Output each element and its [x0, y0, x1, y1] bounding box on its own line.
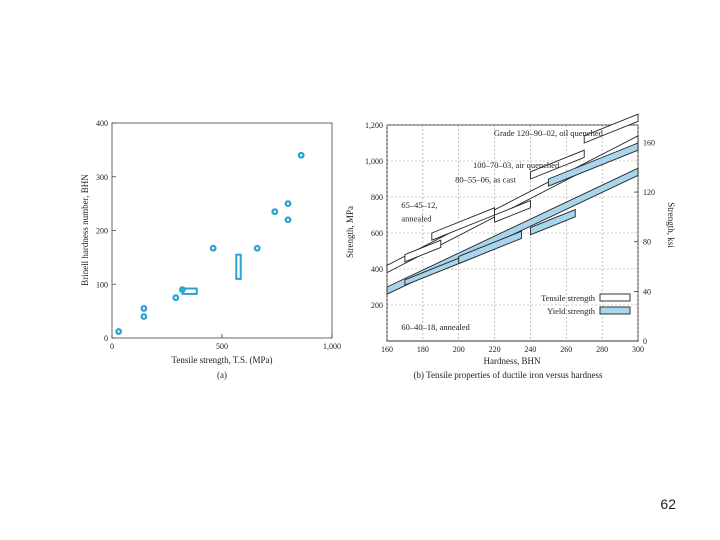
chart-b-y-tick-label: 1,000	[365, 157, 383, 166]
chart-b-y-tick-label: 600	[371, 229, 383, 238]
chart-a-x-tick-label: 500	[216, 342, 228, 351]
chart-b-legend-label: Yield strength	[547, 306, 596, 316]
chart-a-y-tick-label: 300	[96, 173, 108, 182]
chart-a-y-tick-label: 100	[96, 280, 108, 289]
chart-a-point-center	[142, 315, 146, 318]
chart-a-x-tick-label: 1,000	[323, 342, 341, 351]
chart-a-point-center	[286, 218, 290, 221]
chart-b-legend-label: Tensile strength	[541, 293, 596, 303]
chart-a-point-center	[300, 154, 303, 157]
chart-a-point-center	[142, 307, 146, 310]
chart-b-x-tick-label: 280	[596, 345, 608, 354]
chart-a-point-center	[286, 202, 290, 205]
chart-a: 0 100 200 300 400 0 500 1,000 Brinell hardness …	[80, 119, 341, 380]
chart-b-grade-box	[547, 142, 639, 187]
chart-b-y2-label: Strength, ksi	[666, 202, 676, 248]
chart-a-x-tick-label: 0	[110, 342, 114, 351]
chart-a-y-label: Brinell hardness number, BHN	[80, 174, 90, 286]
chart-b-title: (b) Tensile properties of ductile iron v…	[414, 370, 603, 380]
chart-b-annotation: 100–70–03, air quenched	[473, 160, 560, 170]
chart-b-y2-tick-label: 160	[643, 138, 655, 147]
chart-b-y2-tick-label: 0	[643, 337, 647, 346]
chart-b-y-tick-label: 200	[371, 301, 383, 310]
chart-a-caption: (a)	[217, 370, 227, 380]
chart-b-x-tick-label: 240	[524, 345, 536, 354]
chart-b-y-tick-label: 400	[371, 265, 383, 274]
chart-b-x-tick-label: 160	[381, 345, 393, 354]
chart-b-grade-box	[431, 207, 496, 241]
chart-a-point-center	[174, 296, 177, 299]
chart-b-x-tick-label: 260	[560, 345, 572, 354]
chart-b-annotation: 80–55–06, as cast	[455, 175, 516, 185]
chart-b-annotation: 65–45–12,	[401, 200, 437, 210]
chart-b-y2-tick-label: 120	[643, 188, 655, 197]
chart-a-point-center	[117, 330, 120, 333]
chart-b-y2-tick-label: 80	[643, 238, 651, 247]
chart-b-x-tick-label: 200	[453, 345, 465, 354]
chart-b-annotation: annealed	[401, 213, 432, 223]
chart-b-annotation: 60–40–18, annealed	[401, 322, 470, 332]
chart-b-x-tick-label: 220	[489, 345, 501, 354]
chart-b-legend-swatch	[599, 293, 631, 302]
chart-b-y-label: Strength, MPa	[345, 206, 355, 258]
chart-b-y-tick-label: 800	[371, 193, 383, 202]
chart-a-range-box	[235, 253, 242, 280]
chart-a-x-label: Tensile strength, T.S. (MPa)	[171, 355, 272, 365]
chart-b-y-tick-label: 1,200	[365, 121, 383, 130]
chart-b-grade-box	[404, 239, 442, 263]
chart-b-grade-box	[494, 199, 531, 223]
chart-b-grade-box	[529, 149, 585, 180]
chart-a-point-center	[212, 247, 215, 250]
chart-a-y-tick-label: 400	[96, 119, 108, 128]
chart-b-y2-tick-label: 40	[643, 287, 651, 296]
chart-a-point-center	[256, 247, 259, 250]
chart-a-range-box	[181, 287, 198, 295]
chart-b-x-tick-label: 180	[417, 345, 429, 354]
chart-b-legend-swatch	[599, 306, 631, 315]
chart-b-grade-box	[583, 113, 639, 144]
chart-a-y-tick-label: 0	[104, 334, 108, 343]
chart-b-grade-box	[529, 208, 576, 236]
chart-b-annotation: Grade 120–90–02, oil quenched	[494, 128, 604, 138]
chart-a-y-tick-label: 200	[96, 227, 108, 236]
chart-a-point-center	[273, 210, 276, 213]
chart-b-x-tick-label: 300	[632, 345, 644, 354]
chart-b-x-label: Hardness, BHN	[484, 356, 541, 366]
chart-b-grade-box	[458, 230, 522, 265]
page-number: 62	[660, 496, 676, 512]
